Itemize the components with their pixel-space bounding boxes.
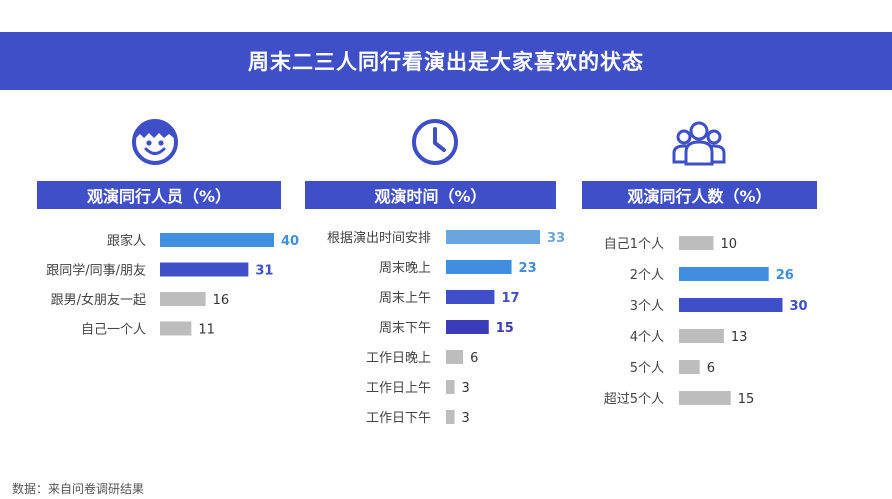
group-size-value-label: 6 <box>707 361 715 376</box>
group-size-bar <box>679 236 714 250</box>
time-category-label: 工作日下午 <box>366 411 431 426</box>
companions-value-label: 16 <box>213 293 230 308</box>
group-size-category-label: 2个人 <box>630 268 664 283</box>
companions-value-label: 31 <box>255 264 273 279</box>
time-bar <box>446 230 541 244</box>
time-category-label: 根据演出时间安排 <box>327 230 431 246</box>
group-size-bar <box>679 329 724 343</box>
group-of-people-icon <box>672 121 726 166</box>
time-value-label: 15 <box>496 321 514 336</box>
time-bar <box>446 320 489 334</box>
companions-category-label: 跟同学/同事/朋友 <box>46 263 146 279</box>
group-size-category-label: 自己1个人 <box>604 237 664 252</box>
group-size-category-label: 5个人 <box>630 361 664 376</box>
time-bar <box>446 260 512 274</box>
companions-category-label: 跟家人 <box>107 233 146 249</box>
page-title: 周末二三人同行看演出是大家喜欢的状态 <box>248 50 644 74</box>
time-category-label: 周末上午 <box>379 291 431 306</box>
time-value-label: 3 <box>462 411 470 426</box>
companions-bar <box>160 321 192 336</box>
clock-icon <box>412 119 458 165</box>
time-bar <box>446 410 455 424</box>
group-size-category-label: 超过5个人 <box>604 392 664 407</box>
time-value-label: 6 <box>470 351 478 366</box>
group-size-category-label: 3个人 <box>630 299 664 314</box>
companions-category-label: 自己一个人 <box>81 323 146 338</box>
time-value-label: 17 <box>501 291 519 306</box>
companions-bar <box>160 233 274 247</box>
time-value-label: 3 <box>462 381 470 396</box>
group-size-bar <box>679 298 783 312</box>
time-value-label: 33 <box>547 231 565 246</box>
footnote: 数据：来自问卷调研结果 <box>12 482 145 496</box>
group-size-bar <box>679 360 700 374</box>
group-size-value-label: 26 <box>776 268 794 283</box>
group-size-value-label: 30 <box>790 299 808 314</box>
time-category-label: 周末晚上 <box>379 261 431 276</box>
group-size-bar <box>679 391 731 405</box>
time-bar <box>446 380 455 394</box>
title-banner: 周末二三人同行看演出是大家喜欢的状态 <box>0 32 892 90</box>
group-size-bar <box>679 267 769 281</box>
panel-header-companions: 观演同行人员（%） <box>37 181 281 209</box>
time-category-label: 周末下午 <box>379 321 431 336</box>
time-value-label: 23 <box>519 261 537 276</box>
time-bar <box>446 290 495 304</box>
companions-value-label: 40 <box>281 234 299 249</box>
time-category-label: 工作日上午 <box>366 381 431 396</box>
group-size-value-label: 15 <box>738 392 755 407</box>
group-size-value-label: 10 <box>721 237 738 252</box>
companions-category-label: 跟男/女朋友一起 <box>51 292 146 308</box>
group-size-category-label: 4个人 <box>630 330 664 345</box>
group-size-value-label: 13 <box>731 330 748 345</box>
time-bar <box>446 350 464 364</box>
companions-bar <box>160 292 206 306</box>
panel-header-time: 观演时间（%） <box>305 181 556 209</box>
panel-header-group-size: 观演同行人数（%） <box>582 181 817 209</box>
companions-value-label: 11 <box>198 323 215 338</box>
companions-bar <box>160 262 249 277</box>
time-category-label: 工作日晚上 <box>366 351 431 366</box>
smiley-face-icon <box>132 119 178 165</box>
